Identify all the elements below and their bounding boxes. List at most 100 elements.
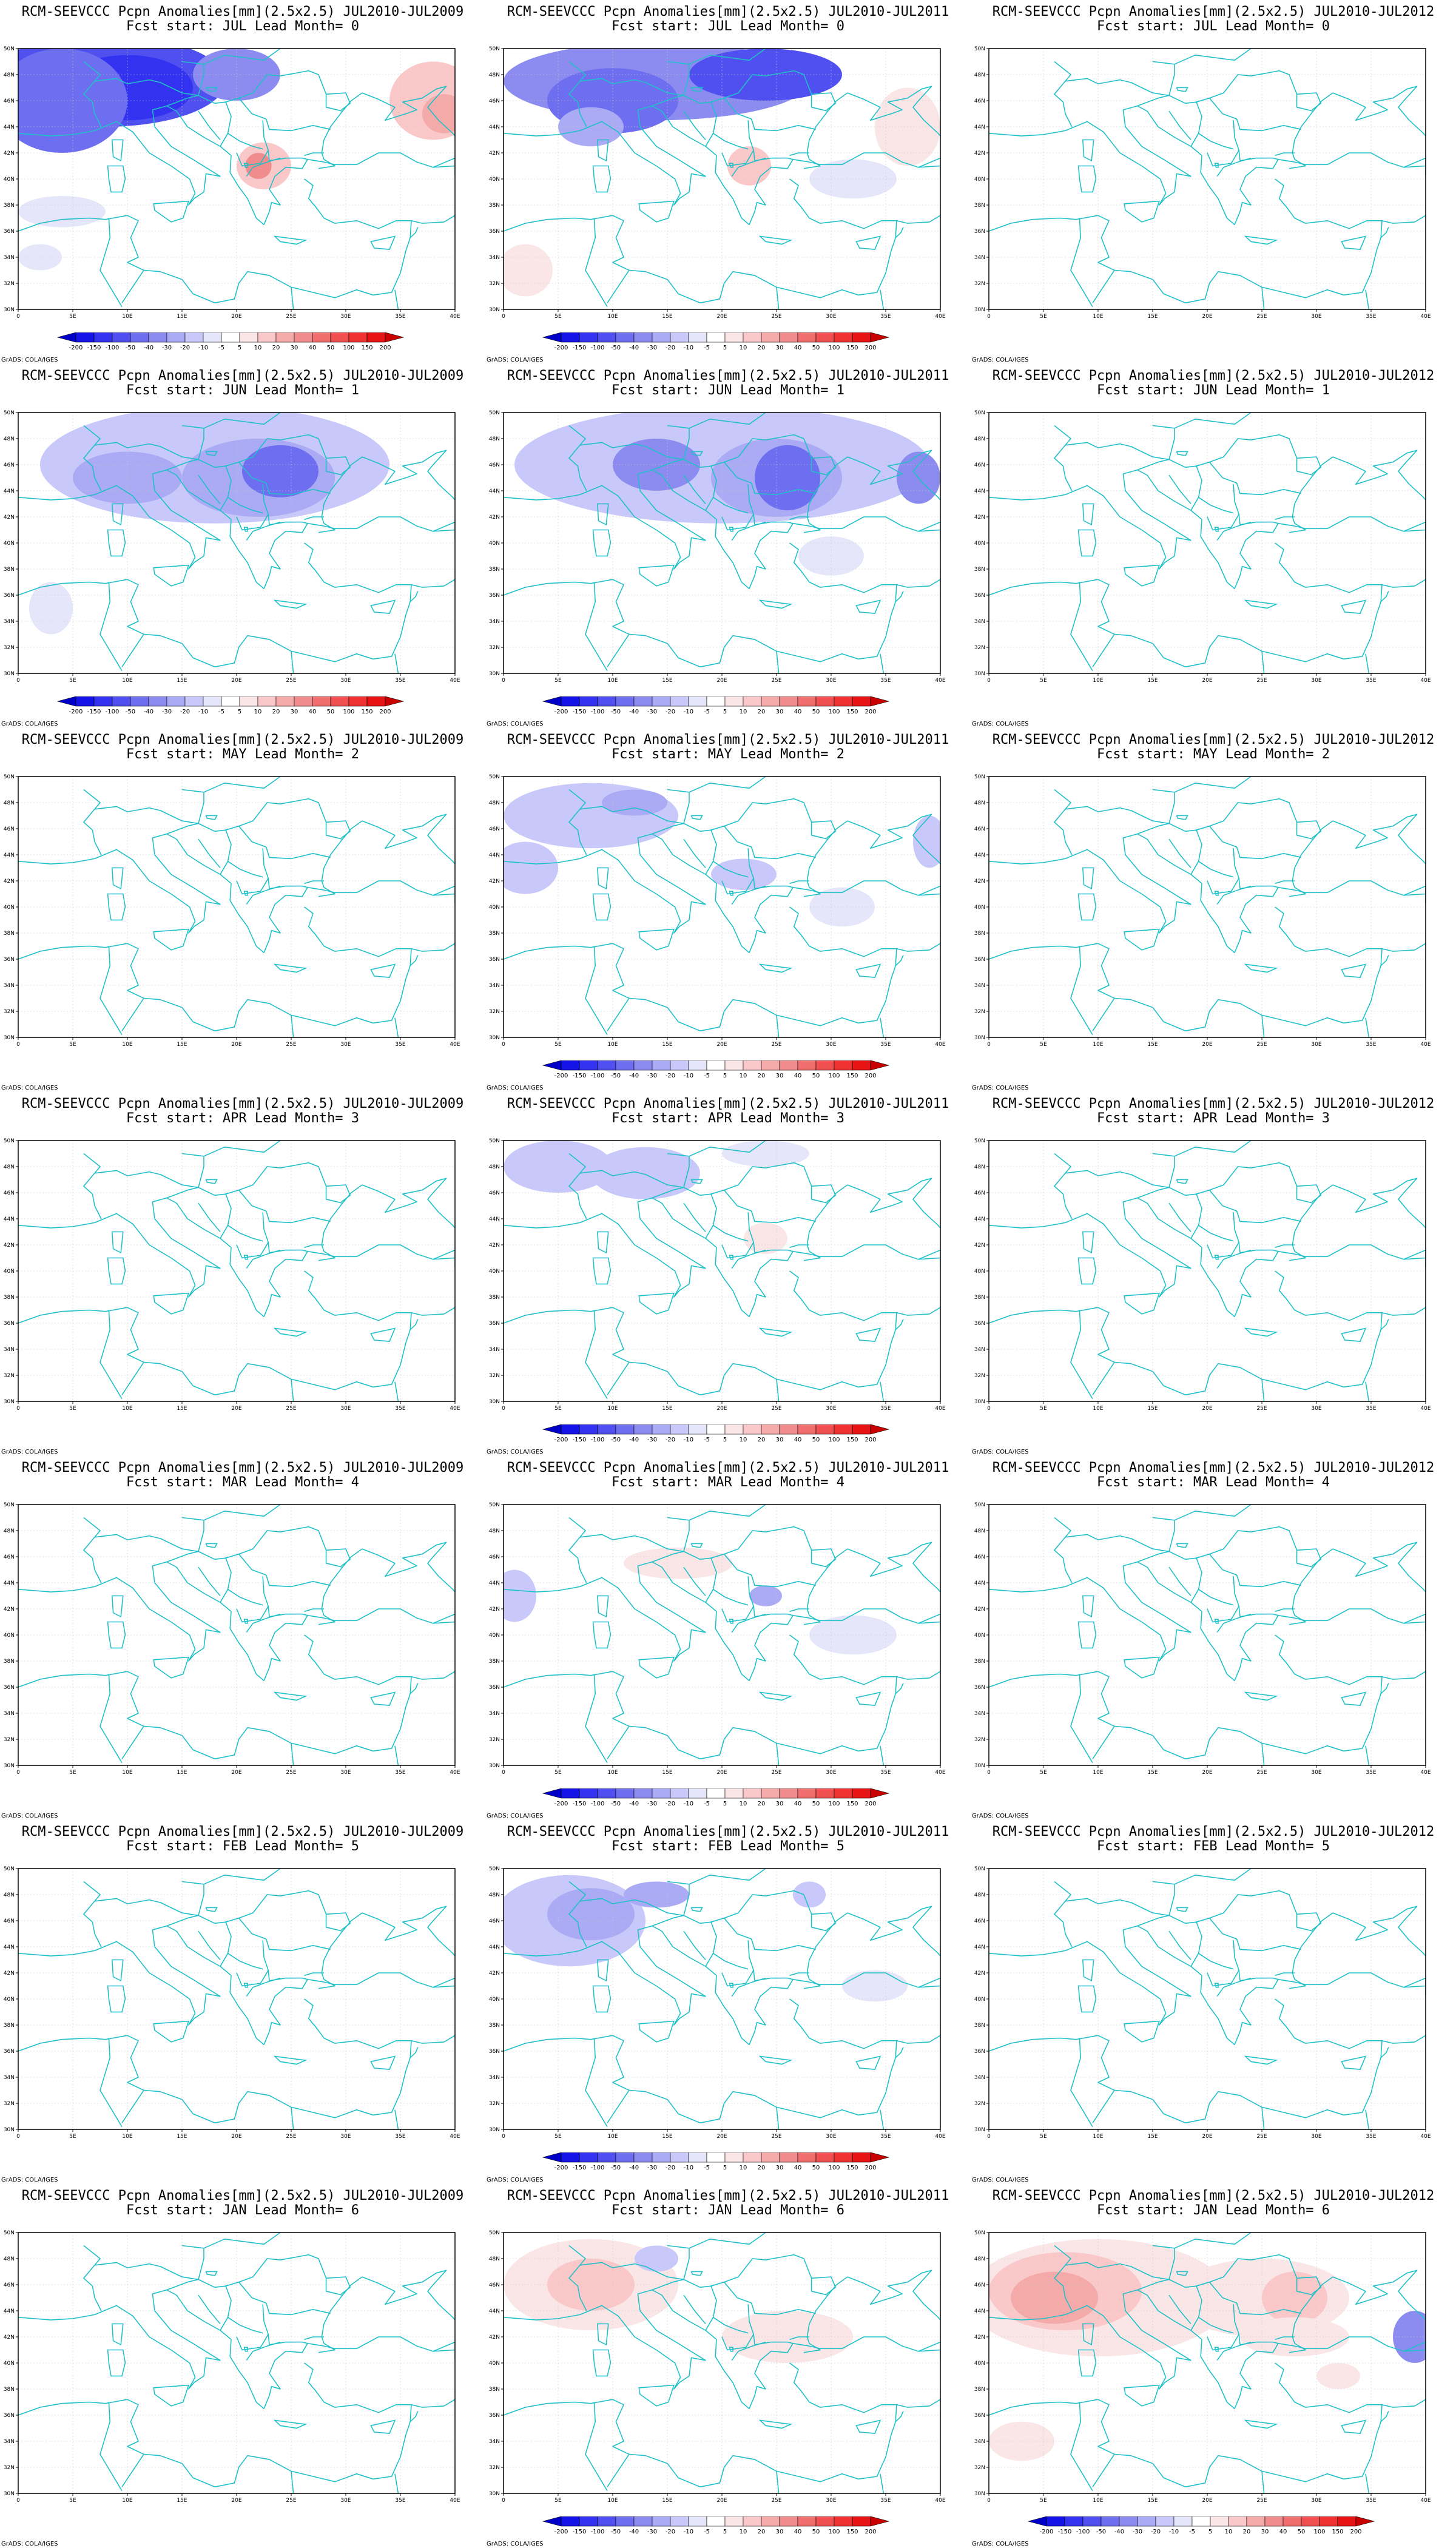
lat-tick-label: 38N (4, 931, 15, 937)
panel-subtitle: Fcst start: FEB Lead Month= 5 (1096, 1839, 1330, 1854)
colorbar-label: 50 (1298, 2529, 1306, 2535)
map-panel: RCM-SEEVCCC Pcpn Anomalies[mm](2.5x2.5) … (485, 1820, 971, 2184)
colorbar-swatch (815, 2152, 835, 2163)
colorbar-swatch (542, 1424, 562, 1435)
colorbar-swatch (706, 2152, 726, 2163)
lon-tick-label: 40E (1420, 314, 1431, 320)
lat-tick-label: 48N (974, 1164, 985, 1170)
colorbar-swatch (561, 696, 580, 707)
anomaly-area (1011, 2271, 1098, 2324)
lon-tick-label: 35E (880, 1770, 891, 1776)
anomaly-area (504, 244, 553, 297)
colorbar-label: 40 (794, 1437, 802, 1443)
map-plot: 0 5E 10E 15E 20E 25E 30E 35E 40E 50N 48N 46N 44N 42N 4… (974, 1502, 1431, 1776)
lat-tick-label: 46N (4, 2282, 15, 2288)
panel-subtitle: Fcst start: JUN Lead Month= 1 (1096, 383, 1330, 398)
grads-credit: GrADS: COLA/IGES (487, 2177, 544, 2183)
colorbar-label: 100 (828, 2165, 840, 2171)
lat-tick-label: 38N (4, 1295, 15, 1301)
lat-tick-label: 48N (974, 800, 985, 806)
lon-tick-label: 40E (935, 1770, 945, 1776)
colorbar-swatch (257, 332, 277, 343)
colorbar-swatch (779, 1788, 798, 1799)
colorbar-swatch (542, 696, 562, 707)
map-plot: 0 5E 10E 15E 20E 25E 30E 35E 40E 50N 48N 46N 44N 42N 4… (4, 410, 460, 684)
colorbar-label: 200 (864, 709, 876, 715)
colorbar-label: -10 (198, 345, 208, 351)
colorbar-label: -200 (554, 1073, 568, 1079)
colorbar-label: 40 (794, 1801, 802, 1807)
lat-tick-label: 50N (489, 774, 500, 780)
panel-title: RCM-SEEVCCC Pcpn Anomalies[mm](2.5x2.5) … (992, 1460, 1435, 1475)
lat-tick-label: 34N (4, 255, 15, 261)
lon-tick-label: 40E (1420, 678, 1431, 684)
colorbar-swatch (1046, 2516, 1065, 2527)
grads-credit: GrADS: COLA/IGES (972, 1085, 1029, 1091)
colorbar-swatch (706, 696, 726, 707)
map-panel: RCM-SEEVCCC Pcpn Anomalies[mm](2.5x2.5) … (971, 1092, 1456, 1456)
lat-tick-label: 48N (489, 1528, 500, 1534)
panel-subtitle: Fcst start: MAY Lead Month= 2 (126, 747, 360, 762)
colorbar-label: 100 (343, 345, 354, 351)
colorbar-swatch (852, 1060, 871, 1071)
lat-tick-label: 44N (489, 2308, 500, 2314)
colorbar-label: 40 (309, 709, 317, 715)
colorbar-label: -10 (198, 709, 208, 715)
colorbar-label: -100 (591, 345, 605, 351)
lon-tick-label: 0 (16, 1042, 20, 1048)
map-panel: RCM-SEEVCCC Pcpn Anomalies[mm](2.5x2.5) … (0, 728, 485, 1092)
colorbar-label: 30 (776, 1437, 784, 1443)
colorbar-swatch (761, 332, 780, 343)
panel-subtitle: Fcst start: MAY Lead Month= 2 (611, 747, 845, 762)
lon-tick-label: 35E (1366, 1042, 1376, 1048)
colorbar-swatch (579, 2152, 598, 2163)
colorbar-label: 5 (723, 2529, 727, 2535)
colorbar-label: 50 (812, 2529, 820, 2535)
lon-tick-label: 40E (935, 1042, 945, 1048)
lat-tick-label: 36N (489, 2413, 500, 2419)
lat-tick-label: 40N (4, 2361, 15, 2367)
colorbar-label: 10 (1225, 2529, 1233, 2535)
colorbar-label: 150 (846, 1437, 858, 1443)
anomaly-area (727, 146, 771, 186)
lon-tick-label: 40E (1420, 1770, 1431, 1776)
colorbar-swatch (275, 332, 295, 343)
lon-tick-label: 20E (231, 314, 241, 320)
lat-tick-label: 32N (489, 2465, 500, 2471)
colorbar-swatch (1173, 2516, 1193, 2527)
map-panel: RCM-SEEVCCC Pcpn Anomalies[mm](2.5x2.5) … (971, 728, 1456, 1092)
colorbar-label: 100 (828, 709, 840, 715)
colorbar-label: 20 (1243, 2529, 1251, 2535)
lat-tick-label: 42N (974, 514, 985, 521)
colorbar-label: 20 (758, 345, 766, 351)
colorbar-label: -150 (573, 2529, 587, 2535)
colorbar-label: 20 (758, 709, 766, 715)
map-plot: 0 5E 10E 15E 20E 25E 30E 35E 40E 50N 48N 46N 44N 42N 4… (4, 774, 460, 1048)
panel-title: RCM-SEEVCCC Pcpn Anomalies[mm](2.5x2.5) … (507, 1460, 949, 1475)
lat-tick-label: 44N (489, 1216, 500, 1222)
colorbar-swatch (275, 696, 295, 707)
lon-tick-label: 10E (1093, 1406, 1103, 1412)
lon-tick-label: 30E (1311, 314, 1321, 320)
colorbar-swatch (761, 696, 780, 707)
lon-tick-label: 15E (177, 2134, 187, 2140)
colorbar-swatch (688, 1424, 707, 1435)
colorbar-swatch (1264, 2516, 1284, 2527)
colorbar-label: 20 (272, 345, 280, 351)
colorbar-swatch (870, 1060, 890, 1071)
map-plot: 0 5E 10E 15E 20E 25E 30E 35E 40E 50N 48N 46N 44N 42N 4… (974, 2230, 1431, 2504)
lat-tick-label: 40N (4, 541, 15, 547)
lon-tick-label: 5E (554, 1406, 562, 1412)
lat-tick-label: 30N (974, 1763, 985, 1769)
colorbar-label: 10 (254, 709, 262, 715)
colorbar-label: -100 (591, 2529, 605, 2535)
colorbar-label: 5 (723, 709, 727, 715)
lat-tick-label: 36N (974, 229, 985, 235)
colorbar-label: -150 (573, 1073, 587, 1079)
colorbar-label: -50 (126, 345, 135, 351)
lon-tick-label: 35E (1366, 2498, 1376, 2504)
grads-credit: GrADS: COLA/IGES (1, 2177, 58, 2183)
lat-tick-label: 46N (4, 1190, 15, 1196)
colorbar-swatch (1155, 2516, 1175, 2527)
colorbar-swatch (148, 332, 167, 343)
